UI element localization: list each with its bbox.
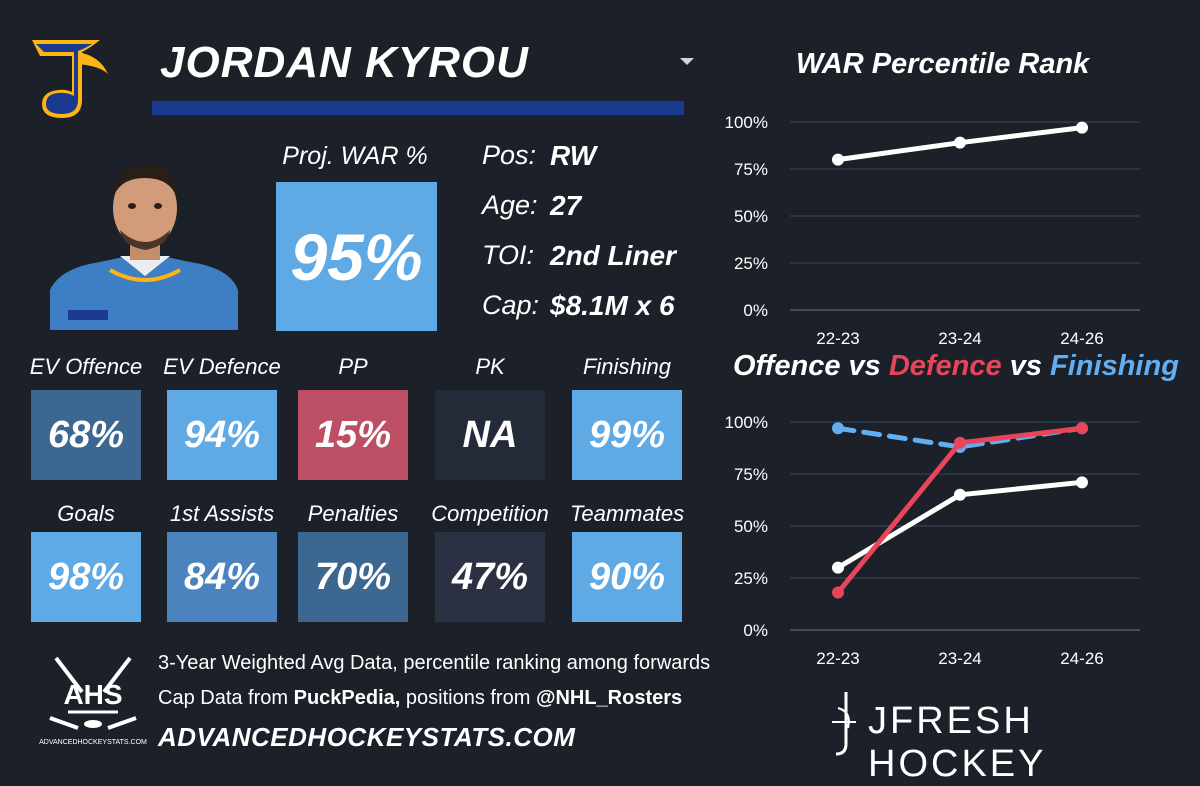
website-url[interactable]: ADVANCEDHOCKEYSTATS.COM (158, 722, 576, 752)
position-label: Pos: (482, 140, 537, 170)
data-point-0 (832, 153, 844, 166)
data-point-defence (1076, 422, 1088, 435)
data-point-defence (954, 436, 966, 449)
toi-value: 2nd Liner (550, 240, 677, 271)
penalties-label: Penalties (307, 501, 399, 526)
jfresh-hockey-brand: JFRESH HOCKEY (868, 700, 1047, 785)
finishing-value: 99% (572, 390, 682, 480)
ev-defence-label: EV Defence (163, 354, 281, 379)
jfresh-logo-icon (832, 692, 856, 756)
position-value: RW (550, 140, 597, 171)
x-tick-label: 23-24 (938, 329, 981, 348)
first-assists-label: 1st Assists (169, 501, 275, 526)
pk-label: PK (475, 354, 505, 379)
teammates-label: Teammates (569, 501, 685, 526)
y-tick-label: 75% (734, 160, 768, 179)
teammates-value: 90% (572, 532, 682, 622)
cap-label: Cap: (482, 290, 540, 320)
ev-offence-value: 68% (31, 390, 141, 480)
ev-defence-value: 94% (167, 390, 277, 480)
y-tick-label: 100% (725, 113, 768, 132)
footer-sources: Cap Data from PuckPedia, positions from … (158, 687, 683, 709)
age-label: Age: (482, 190, 538, 220)
y-tick-label: 75% (734, 465, 768, 484)
pp-label: PP (338, 354, 368, 379)
cap-value: $8.1M x 6 (550, 290, 675, 321)
war-chart-title: WAR Percentile Rank (796, 48, 1090, 80)
y-tick-label: 50% (734, 517, 768, 536)
data-point-0 (1076, 121, 1088, 134)
ahs-logo: AHS ADVANCEDHOCKEYSTATS.COM (39, 656, 147, 746)
title-part-offence: Offence vs (733, 350, 889, 382)
title-part-vs: vs (1001, 350, 1051, 382)
data-point-defence (832, 586, 844, 599)
data-point-offence (832, 561, 844, 574)
title-part-defence: Defence (888, 350, 1002, 382)
svg-text:AHS: AHS (63, 679, 122, 710)
x-tick-label: 24-26 (1060, 649, 1103, 668)
x-tick-label: 22-23 (816, 329, 859, 348)
y-tick-label: 100% (725, 413, 768, 432)
goals-label: Goals (57, 501, 115, 526)
chevron-down-icon[interactable] (680, 58, 694, 65)
offence-defence-finishing-chart: 100% 75% 50% 25% 0% 22-23 23-24 24-26 (725, 413, 1140, 668)
pp-value: 15% (298, 390, 408, 480)
first-assists-value: 84% (167, 532, 277, 622)
nhl-rosters-link[interactable]: @NHL_Rosters (535, 687, 683, 709)
data-point-finishing (832, 422, 844, 435)
x-tick-label: 24-26 (1060, 329, 1103, 348)
footer-methodology-note: 3-Year Weighted Avg Data, percentile ran… (158, 652, 711, 674)
goals-value: 98% (31, 532, 141, 622)
title-part-finishing: Finishing (1050, 350, 1179, 382)
proj-war-label: Proj. WAR % (282, 142, 428, 170)
proj-war-value: 95% (276, 182, 437, 331)
name-underline-bar (152, 101, 684, 115)
y-tick-label: 25% (734, 569, 768, 588)
player-name: JORDAN KYROU (160, 38, 529, 87)
data-point-offence (954, 488, 966, 501)
y-tick-label: 0% (743, 301, 768, 320)
y-tick-label: 0% (743, 621, 768, 640)
competition-value: 47% (435, 532, 545, 622)
svg-text:ADVANCEDHOCKEYSTATS.COM: ADVANCEDHOCKEYSTATS.COM (39, 739, 147, 746)
penalties-value: 70% (298, 532, 408, 622)
y-tick-label: 25% (734, 254, 768, 273)
player-headshot (50, 164, 238, 330)
data-point-0 (954, 136, 966, 149)
pk-value: NA (435, 390, 545, 480)
x-tick-label: 22-23 (816, 649, 859, 668)
age-value: 27 (550, 190, 582, 221)
team-logo (32, 40, 108, 118)
war-percentile-chart: 100% 75% 50% 25% 0% 22-23 23-24 24-26 (725, 113, 1140, 348)
puckpedia-link[interactable]: PuckPedia, (293, 687, 401, 709)
ev-offence-label: EV Offence (29, 354, 143, 379)
finishing-label: Finishing (582, 354, 672, 379)
competition-label: Competition (431, 501, 549, 526)
y-tick-label: 50% (734, 207, 768, 226)
data-point-offence (1076, 476, 1088, 489)
toi-label: TOI: (482, 240, 535, 270)
x-tick-label: 23-24 (938, 649, 981, 668)
offence-defence-finishing-title: Offence vs Defence vs Finishing (733, 350, 1179, 383)
